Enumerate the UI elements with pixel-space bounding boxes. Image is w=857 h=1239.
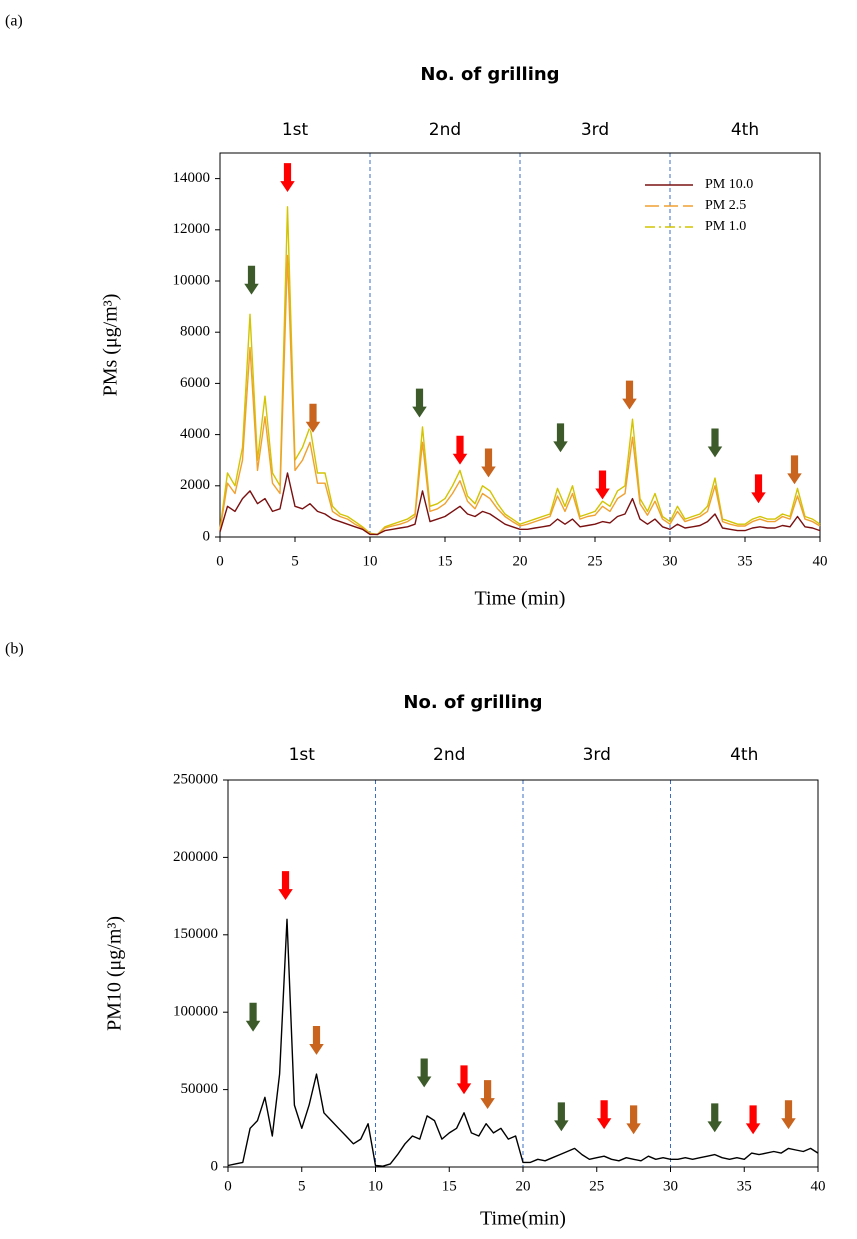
y-tick-label: 14000 <box>173 170 211 186</box>
arrow-marker <box>244 1001 262 1034</box>
phase-label: 3rd <box>581 120 609 140</box>
arrow-marker <box>451 434 469 467</box>
arrow-marker <box>593 469 612 501</box>
y-tick-label: 6000 <box>180 375 210 391</box>
arrow-marker <box>304 402 322 435</box>
phase-label: 1st <box>289 745 316 765</box>
legend-label: PM 10.0 <box>705 177 753 192</box>
y-axis-label: PM10 (μg/m³) <box>104 916 126 1031</box>
y-tick-label: 12000 <box>173 221 211 237</box>
arrow-marker <box>278 162 297 194</box>
y-tick-label: 150000 <box>173 926 218 942</box>
y-tick-label: 4000 <box>180 426 210 442</box>
arrow-marker <box>455 1064 473 1096</box>
arrow-marker <box>242 264 261 297</box>
x-tick-label: 15 <box>438 553 453 569</box>
x-axis-label: Time (min) <box>475 588 566 610</box>
arrow-marker <box>478 1079 497 1111</box>
x-tick-label: 30 <box>663 1178 678 1194</box>
x-tick-label: 0 <box>224 1178 232 1194</box>
arrow-marker <box>706 1102 724 1134</box>
data-line <box>219 206 821 536</box>
x-tick-label: 5 <box>291 553 299 569</box>
y-tick-label: 10000 <box>173 272 211 288</box>
y-tick-label: 0 <box>203 528 211 544</box>
arrow-marker <box>785 454 804 486</box>
phase-label: 4th <box>731 120 759 140</box>
x-tick-label: 30 <box>663 553 678 569</box>
x-tick-label: 15 <box>442 1178 457 1194</box>
y-axis-label: PMs (μg/m³) <box>100 294 122 397</box>
legend-label: PM 2.5 <box>705 198 746 213</box>
x-tick-label: 10 <box>363 553 378 569</box>
arrow-marker <box>410 387 429 419</box>
arrow-marker <box>307 1025 326 1057</box>
x-tick-label: 5 <box>298 1178 306 1194</box>
arrow-marker <box>620 379 639 412</box>
arrow-marker <box>415 1057 433 1089</box>
arrow-marker <box>276 870 295 902</box>
x-tick-label: 35 <box>737 1178 752 1194</box>
x-tick-label: 25 <box>588 553 603 569</box>
data-line <box>219 472 821 536</box>
legend-label: PM 1.0 <box>705 219 746 234</box>
x-tick-label: 20 <box>516 1178 531 1194</box>
arrow-marker <box>595 1099 613 1131</box>
phase-label: 2nd <box>433 745 465 765</box>
phase-label: 2nd <box>429 120 461 140</box>
chart-title: No. of grilling <box>403 692 542 713</box>
x-axis-label: Time(min) <box>480 1208 566 1230</box>
arrow-marker <box>479 447 498 479</box>
panel-label: (b) <box>5 641 24 658</box>
x-tick-label: 35 <box>738 553 753 569</box>
phase-label: 4th <box>730 745 758 765</box>
arrow-marker <box>551 422 570 454</box>
arrow-marker <box>706 427 724 459</box>
y-tick-label: 2000 <box>180 477 210 493</box>
x-tick-label: 10 <box>368 1178 383 1194</box>
y-tick-label: 250000 <box>173 771 218 787</box>
data-line <box>219 254 821 536</box>
y-tick-label: 50000 <box>181 1081 219 1097</box>
y-tick-label: 200000 <box>173 849 218 865</box>
arrow-marker <box>552 1101 571 1133</box>
arrow-marker <box>624 1104 643 1136</box>
data-line <box>227 918 819 1167</box>
x-tick-label: 0 <box>216 553 224 569</box>
x-tick-label: 40 <box>813 553 828 569</box>
phase-label: 3rd <box>583 745 611 765</box>
x-tick-label: 40 <box>811 1178 826 1194</box>
arrow-marker <box>744 1104 762 1136</box>
y-tick-label: 100000 <box>173 1004 218 1020</box>
panel-label: (a) <box>5 13 23 30</box>
x-tick-label: 25 <box>589 1178 604 1194</box>
phase-label: 1st <box>282 120 309 140</box>
chart-title: No. of grilling <box>420 64 559 85</box>
arrow-marker <box>749 473 768 505</box>
y-tick-label: 0 <box>211 1158 219 1174</box>
x-tick-label: 20 <box>513 553 528 569</box>
y-tick-label: 8000 <box>180 324 210 340</box>
arrow-marker <box>779 1099 798 1131</box>
